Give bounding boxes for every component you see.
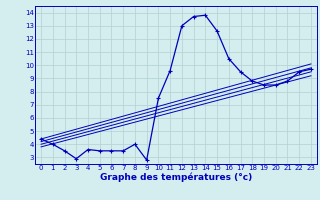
- X-axis label: Graphe des températures (°c): Graphe des températures (°c): [100, 173, 252, 182]
